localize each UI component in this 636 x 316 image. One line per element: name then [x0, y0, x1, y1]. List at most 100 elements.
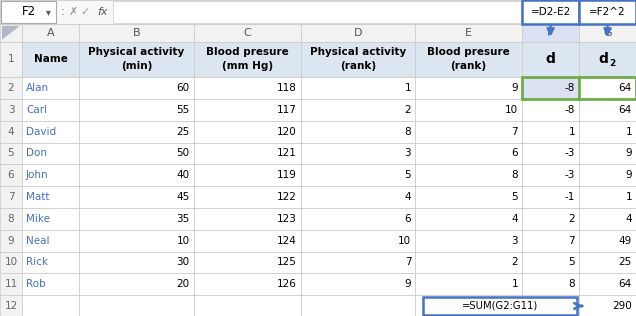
- Text: Blood presure: Blood presure: [427, 47, 510, 58]
- Bar: [0, 121, 22, 143]
- Bar: [579, 143, 636, 164]
- Text: ▾: ▾: [46, 7, 50, 17]
- Text: 6: 6: [404, 214, 411, 224]
- Text: ✓: ✓: [80, 7, 90, 17]
- Bar: [301, 273, 415, 295]
- Bar: [22, 208, 79, 230]
- Text: 120: 120: [277, 127, 296, 137]
- Text: 126: 126: [277, 279, 296, 289]
- Text: Physical activity: Physical activity: [88, 47, 184, 58]
- Text: Mike: Mike: [26, 214, 50, 224]
- Bar: [579, 77, 636, 99]
- Bar: [301, 208, 415, 230]
- Bar: [579, 208, 636, 230]
- Text: =D2-E2: =D2-E2: [530, 7, 570, 17]
- Text: d: d: [546, 52, 555, 66]
- Bar: [423, 297, 577, 315]
- Text: 4: 4: [511, 214, 518, 224]
- Text: 1: 1: [511, 279, 518, 289]
- Bar: [79, 295, 194, 316]
- Bar: [301, 24, 415, 42]
- Bar: [194, 252, 301, 273]
- Bar: [301, 186, 415, 208]
- Text: ✗: ✗: [68, 7, 78, 17]
- Text: -8: -8: [565, 83, 575, 93]
- Text: 6: 6: [511, 149, 518, 159]
- Bar: [0, 143, 22, 164]
- Bar: [579, 230, 636, 252]
- Text: Don: Don: [26, 149, 47, 159]
- Bar: [415, 273, 522, 295]
- Bar: [301, 295, 415, 316]
- Text: 9: 9: [625, 149, 632, 159]
- Bar: [579, 164, 636, 186]
- Text: 45: 45: [176, 192, 190, 202]
- Bar: [194, 42, 301, 77]
- Bar: [79, 42, 194, 77]
- Bar: [194, 186, 301, 208]
- Text: 1: 1: [8, 54, 15, 64]
- Text: 3: 3: [404, 149, 411, 159]
- Bar: [1, 1, 56, 23]
- Bar: [0, 24, 22, 42]
- Text: fx: fx: [97, 7, 107, 17]
- Bar: [79, 208, 194, 230]
- Text: 7: 7: [404, 258, 411, 267]
- Text: Physical activity: Physical activity: [310, 47, 406, 58]
- Bar: [579, 42, 636, 77]
- Text: 2: 2: [511, 258, 518, 267]
- Bar: [22, 42, 79, 77]
- Bar: [22, 143, 79, 164]
- Text: (rank): (rank): [340, 61, 376, 71]
- Text: Blood presure: Blood presure: [205, 47, 289, 58]
- Bar: [79, 77, 194, 99]
- Text: 2: 2: [8, 83, 15, 93]
- Bar: [579, 186, 636, 208]
- Text: 123: 123: [277, 214, 296, 224]
- Bar: [194, 273, 301, 295]
- Text: d: d: [598, 52, 609, 66]
- Bar: [579, 252, 636, 273]
- Bar: [22, 77, 79, 99]
- Bar: [194, 121, 301, 143]
- Bar: [194, 164, 301, 186]
- Bar: [0, 0, 636, 24]
- Bar: [0, 230, 22, 252]
- Text: Carl: Carl: [26, 105, 47, 115]
- Text: 30: 30: [177, 258, 190, 267]
- Bar: [579, 121, 636, 143]
- Text: (mm Hg): (mm Hg): [221, 61, 273, 71]
- Text: 117: 117: [277, 105, 296, 115]
- Bar: [301, 77, 415, 99]
- Bar: [579, 24, 636, 42]
- Bar: [0, 42, 22, 77]
- Text: 7: 7: [511, 127, 518, 137]
- Text: 55: 55: [176, 105, 190, 115]
- Text: 8: 8: [404, 127, 411, 137]
- Bar: [415, 143, 522, 164]
- Bar: [0, 252, 22, 273]
- Bar: [194, 295, 301, 316]
- Bar: [301, 230, 415, 252]
- Bar: [0, 77, 22, 99]
- Bar: [0, 273, 22, 295]
- Bar: [415, 230, 522, 252]
- Text: 121: 121: [277, 149, 296, 159]
- Bar: [0, 295, 22, 316]
- Bar: [522, 24, 579, 42]
- Bar: [79, 99, 194, 121]
- Bar: [79, 252, 194, 273]
- Text: 5: 5: [8, 149, 15, 159]
- Bar: [22, 186, 79, 208]
- Bar: [22, 121, 79, 143]
- Text: Alan: Alan: [26, 83, 49, 93]
- Bar: [301, 121, 415, 143]
- Text: =F2^2: =F2^2: [589, 7, 626, 17]
- Text: F2: F2: [22, 5, 36, 18]
- Bar: [522, 77, 579, 99]
- Bar: [522, 295, 579, 316]
- Bar: [22, 295, 79, 316]
- Text: B: B: [132, 28, 140, 38]
- Bar: [415, 186, 522, 208]
- Bar: [522, 208, 579, 230]
